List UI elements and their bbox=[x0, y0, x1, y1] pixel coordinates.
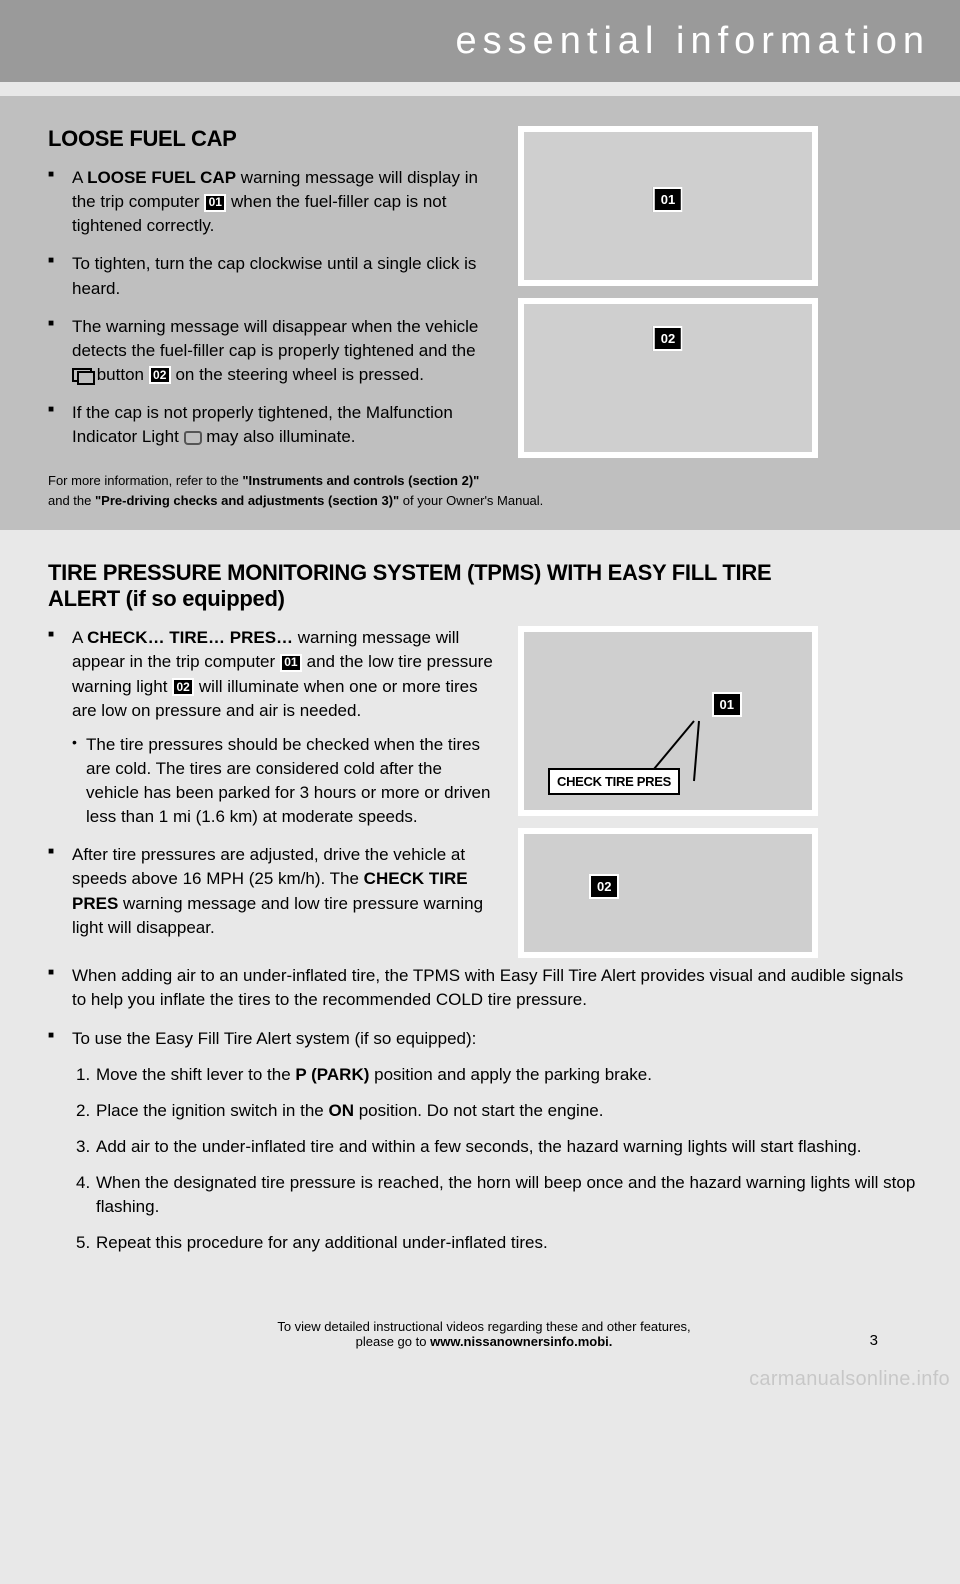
illustration-box-4: 02 bbox=[518, 828, 818, 958]
list-item: To use the Easy Fill Tire Alert system (… bbox=[48, 1027, 920, 1256]
image-ref-01: 01 bbox=[653, 187, 683, 212]
step-item: Place the ignition switch in the ON posi… bbox=[96, 1099, 920, 1123]
section-tpms: TIRE PRESSURE MONITORING SYSTEM (TPMS) W… bbox=[0, 530, 960, 1389]
list-item: If the cap is not properly tightened, th… bbox=[48, 401, 498, 449]
header-bar: essential information bbox=[0, 0, 960, 82]
image-ref-01: 01 bbox=[712, 692, 742, 717]
step-item: When the designated tire pressure is rea… bbox=[96, 1171, 920, 1219]
sub-list-item: The tire pressures should be checked whe… bbox=[72, 733, 498, 830]
step-item: Repeat this procedure for any additional… bbox=[96, 1231, 920, 1255]
divider bbox=[0, 82, 960, 96]
header-title: essential information bbox=[455, 20, 930, 63]
illustration-box-3: 01 CHECK TIRE PRES bbox=[518, 626, 818, 816]
screen-icon bbox=[72, 368, 92, 382]
image-ref-02: 02 bbox=[589, 874, 619, 899]
step-item: Add air to the under-inflated tire and w… bbox=[96, 1135, 920, 1159]
illustration-box-1: 01 bbox=[518, 126, 818, 286]
list-item: When adding air to an under-inflated tir… bbox=[48, 964, 920, 1012]
check-tire-pres-label: CHECK TIRE PRES bbox=[548, 768, 680, 795]
watermark: carmanualsonline.info bbox=[749, 1368, 950, 1391]
illustration-box-2: 02 bbox=[518, 298, 818, 458]
section1-title: LOOSE FUEL CAP bbox=[48, 126, 498, 152]
section-loose-fuel-cap: LOOSE FUEL CAP A LOOSE FUEL CAP warning … bbox=[0, 96, 960, 530]
footer: To view detailed instructional videos re… bbox=[48, 1269, 920, 1369]
page-number: 3 bbox=[870, 1332, 878, 1349]
ref-badge-02: 02 bbox=[149, 366, 171, 384]
list-item: To tighten, turn the cap clockwise until… bbox=[48, 252, 498, 300]
footer-line1: To view detailed instructional videos re… bbox=[277, 1319, 690, 1334]
list-item: A CHECK… TIRE… PRES… warning message wil… bbox=[48, 626, 498, 829]
list-item: A LOOSE FUEL CAP warning message will di… bbox=[48, 166, 498, 238]
list-item: After tire pressures are adjusted, drive… bbox=[48, 843, 498, 940]
footnote: For more information, refer to the "Inst… bbox=[48, 471, 920, 510]
image-ref-02: 02 bbox=[653, 326, 683, 351]
section2-title: TIRE PRESSURE MONITORING SYSTEM (TPMS) W… bbox=[48, 560, 808, 612]
step-item: Move the shift lever to the P (PARK) pos… bbox=[96, 1063, 920, 1087]
ref-badge-02: 02 bbox=[172, 678, 194, 696]
list-item: The warning message will disappear when … bbox=[48, 315, 498, 387]
engine-icon bbox=[184, 431, 202, 445]
ref-badge-01: 01 bbox=[280, 654, 302, 672]
ref-badge-01: 01 bbox=[204, 194, 226, 212]
